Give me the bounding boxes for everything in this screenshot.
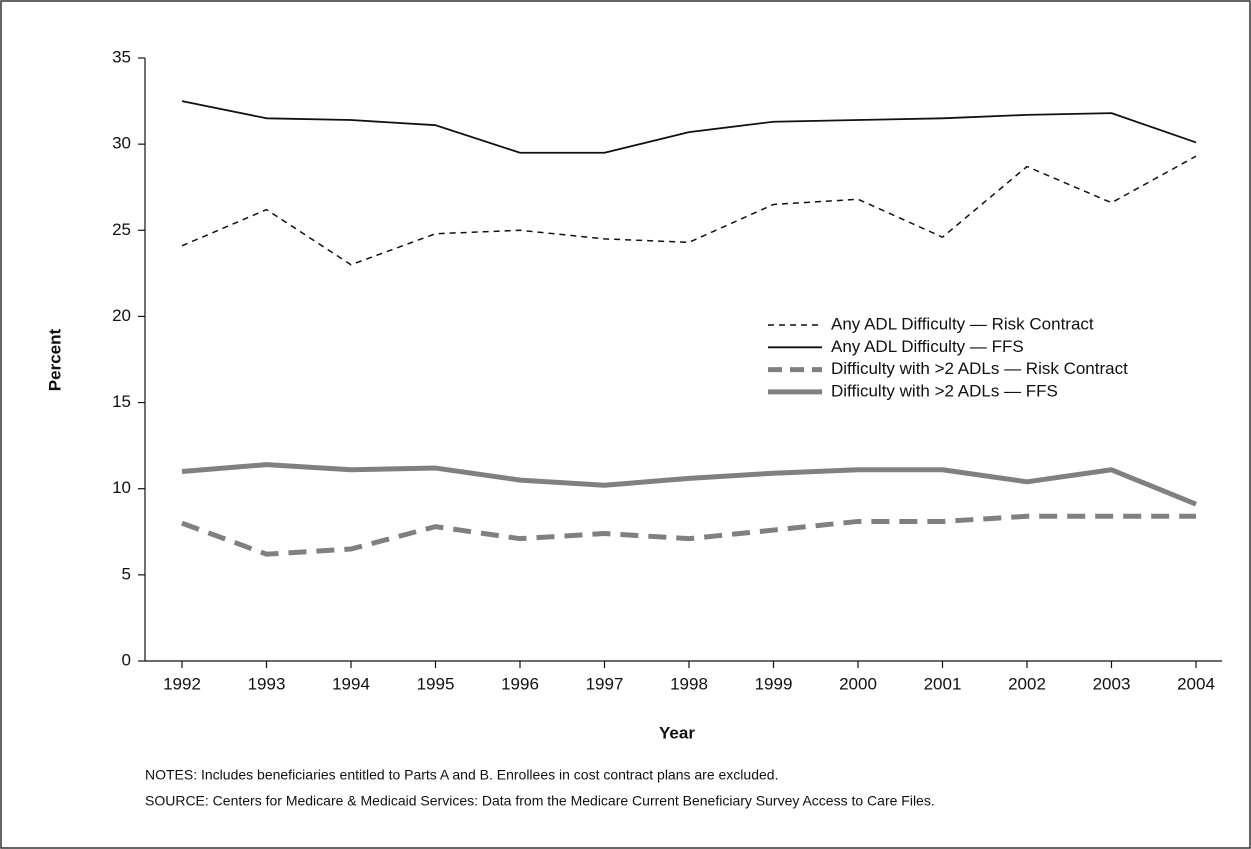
- x-tick-label: 2004: [1177, 674, 1215, 693]
- x-tick-label: 2003: [1093, 674, 1131, 693]
- x-tick-label: 1998: [670, 674, 708, 693]
- series-line: [181, 100, 1197, 154]
- y-tick-label: 20: [112, 306, 131, 325]
- x-tick-label: 1996: [501, 674, 539, 693]
- x-tick-label: 1994: [332, 674, 370, 693]
- y-tick-label: 30: [112, 134, 131, 153]
- x-tick-label: 1992: [163, 674, 201, 693]
- y-tick-label: 25: [112, 220, 131, 239]
- x-tick-label: 2000: [839, 674, 877, 693]
- x-axis-title: Year: [659, 723, 695, 742]
- series-line: [181, 462, 1197, 507]
- y-tick-label: 5: [122, 564, 131, 583]
- series-line: [181, 155, 1197, 266]
- series-line: [181, 513, 1196, 557]
- y-tick-label: 10: [112, 478, 131, 497]
- x-tick-label: 2001: [924, 674, 962, 693]
- x-tick-label: 2002: [1008, 674, 1046, 693]
- legend-label: Any ADL Difficulty — Risk Contract: [831, 314, 1094, 333]
- legend-label: Difficulty with >2 ADLs — Risk Contract: [831, 359, 1128, 378]
- x-tick-label: 1997: [586, 674, 624, 693]
- notes: NOTES: Includes beneficiaries entitled t…: [145, 767, 778, 783]
- y-tick-label: 0: [122, 650, 131, 669]
- y-tick-label: 15: [112, 392, 131, 411]
- y-axis-title: Percent: [45, 328, 64, 391]
- legend-label: Difficulty with >2 ADLs — FFS: [831, 381, 1058, 400]
- legend-label: Any ADL Difficulty — FFS: [831, 337, 1024, 356]
- x-tick-label: 1993: [248, 674, 286, 693]
- x-tick-label: 1995: [417, 674, 455, 693]
- x-tick-label: 1999: [755, 674, 793, 693]
- y-tick-label: 35: [112, 47, 131, 66]
- source: SOURCE: Centers for Medicare & Medicaid …: [145, 793, 935, 809]
